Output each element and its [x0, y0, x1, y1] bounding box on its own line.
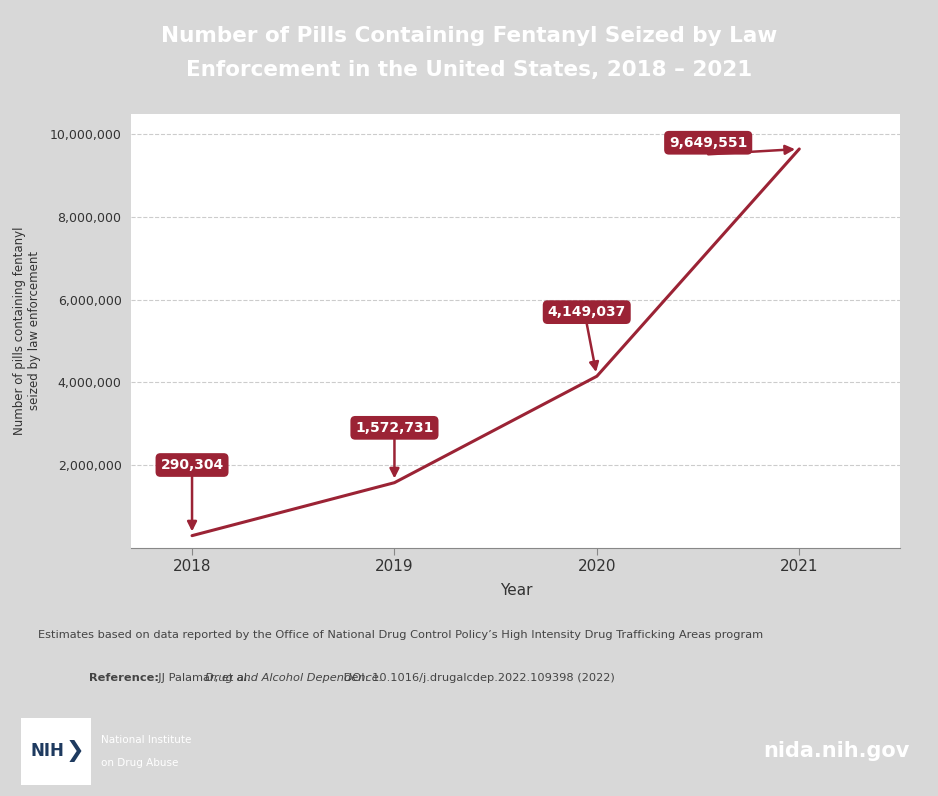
Text: NIH: NIH: [30, 743, 64, 760]
Text: DOI: 10.1016/j.drugalcdep.2022.109398 (2022): DOI: 10.1016/j.drugalcdep.2022.109398 (2…: [340, 673, 614, 682]
Text: Reference:: Reference:: [89, 673, 159, 682]
Text: 1,572,731: 1,572,731: [356, 421, 433, 435]
Text: nida.nih.gov: nida.nih.gov: [764, 741, 910, 762]
Y-axis label: Number of pills containing fentanyl
seized by law enforcement: Number of pills containing fentanyl seiz…: [13, 227, 41, 435]
Text: 4,149,037: 4,149,037: [548, 305, 626, 319]
Text: 9,649,551: 9,649,551: [669, 136, 748, 150]
FancyBboxPatch shape: [21, 717, 91, 786]
Text: 290,304: 290,304: [160, 458, 223, 472]
Text: Estimates based on data reported by the Office of National Drug Control Policy’s: Estimates based on data reported by the …: [38, 630, 763, 641]
X-axis label: Year: Year: [500, 583, 532, 598]
Text: National Institute: National Institute: [101, 735, 191, 745]
Text: JJ Palamar, et al.: JJ Palamar, et al.: [151, 673, 254, 682]
Text: Enforcement in the United States, 2018 – 2021: Enforcement in the United States, 2018 –…: [186, 60, 752, 80]
Text: ❯: ❯: [66, 740, 84, 763]
Text: Drug and Alcohol Dependence.: Drug and Alcohol Dependence.: [205, 673, 383, 682]
Text: on Drug Abuse: on Drug Abuse: [101, 758, 178, 768]
Text: Number of Pills Containing Fentanyl Seized by Law: Number of Pills Containing Fentanyl Seiz…: [161, 25, 777, 45]
